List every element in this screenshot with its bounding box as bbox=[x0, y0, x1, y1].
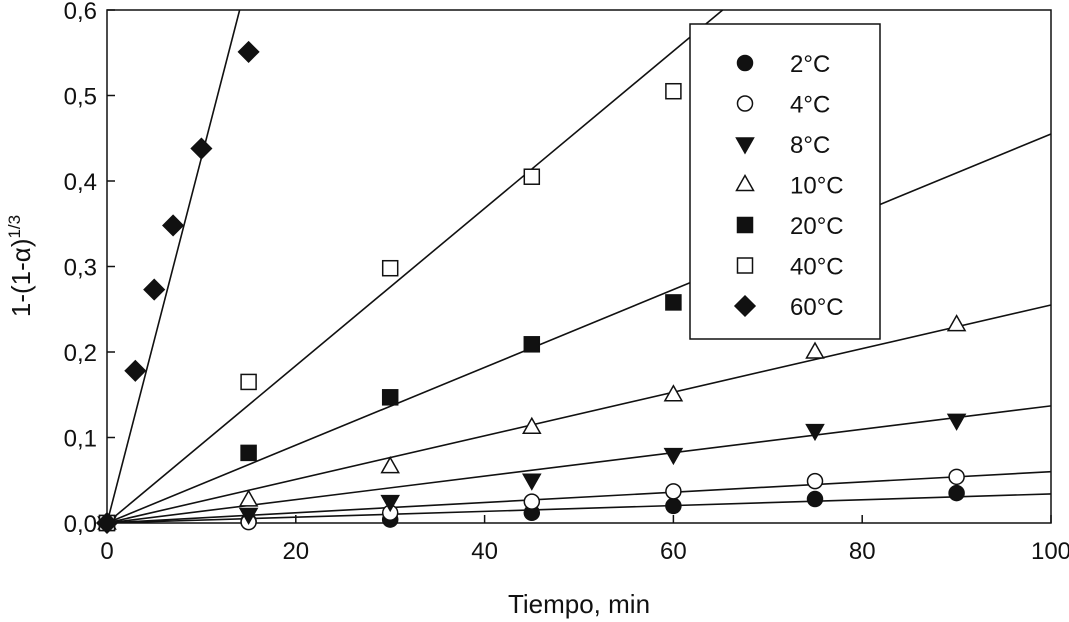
point-series-4 bbox=[665, 294, 682, 311]
point-series-3 bbox=[380, 456, 400, 474]
point-series-6 bbox=[190, 137, 213, 160]
legend-marker-4 bbox=[736, 216, 754, 234]
y-tick-label: 0,1 bbox=[64, 426, 97, 453]
point-series-3 bbox=[238, 489, 259, 507]
point-series-1 bbox=[665, 483, 682, 500]
point-series-2 bbox=[380, 494, 400, 513]
fit-line-0 bbox=[106, 493, 1052, 524]
point-series-6 bbox=[162, 214, 185, 237]
point-series-0 bbox=[806, 490, 824, 508]
y-tick-label: 0,2 bbox=[64, 340, 97, 367]
y-axis-title: 1-(1-α)1/3 bbox=[5, 215, 36, 317]
point-series-2 bbox=[522, 473, 542, 491]
point-series-6 bbox=[143, 278, 166, 301]
point-series-3 bbox=[663, 384, 684, 402]
y-tick-label: 0,3 bbox=[64, 255, 97, 282]
point-series-4 bbox=[240, 444, 257, 462]
y-axis-title-exponent: 1/3 bbox=[5, 215, 24, 239]
point-series-4 bbox=[523, 336, 541, 353]
legend-marker-1 bbox=[736, 95, 754, 112]
legend-box bbox=[689, 23, 881, 340]
y-tick-label: 0,0 bbox=[64, 511, 97, 538]
legend-label-4: 20°C bbox=[790, 213, 844, 240]
point-series-2 bbox=[238, 507, 259, 525]
point-series-0 bbox=[948, 484, 965, 502]
point-series-0 bbox=[665, 497, 682, 515]
point-series-6 bbox=[237, 40, 260, 63]
point-series-6 bbox=[124, 359, 147, 382]
legend-marker-0 bbox=[736, 54, 754, 72]
y-tick-label: 0,6 bbox=[64, 0, 97, 25]
fit-line-6 bbox=[106, 9, 241, 524]
fit-lines bbox=[106, 9, 1052, 524]
x-tick-label: 0 bbox=[100, 538, 113, 565]
legend-items: 2°C 4°C 8°C 10°C 20°C 40°C 60°C bbox=[733, 51, 844, 321]
point-series-4 bbox=[381, 389, 399, 406]
x-tick-label: 100 bbox=[1031, 538, 1069, 565]
y-tick-label: 0,4 bbox=[64, 169, 97, 196]
legend-marker-5 bbox=[736, 257, 754, 274]
fit-line-5 bbox=[106, 9, 724, 524]
axis-ticks: 0 20 40 60 80 100 0,0 0,1 0,2 0,3 0,4 0,5 0,6 bbox=[64, 0, 1069, 565]
point-series-5 bbox=[523, 168, 541, 185]
fit-line-1 bbox=[106, 470, 1052, 524]
y-axis-title-main: 1-(1-α) bbox=[6, 239, 36, 318]
x-tick-label: 80 bbox=[849, 538, 876, 565]
point-series-5 bbox=[240, 373, 257, 391]
legend-label-1: 4°C bbox=[790, 92, 830, 119]
x-tick-label: 40 bbox=[471, 538, 498, 565]
fit-line-2 bbox=[106, 405, 1052, 524]
point-series-3 bbox=[522, 416, 542, 434]
x-tick-label: 20 bbox=[282, 538, 309, 565]
legend-marker-3 bbox=[735, 173, 755, 192]
point-series-2 bbox=[946, 413, 967, 431]
legend-marker-2 bbox=[735, 137, 755, 155]
y-tick-label: 0,5 bbox=[64, 84, 97, 111]
fit-line-4 bbox=[106, 133, 1052, 524]
legend-label-0: 2°C bbox=[790, 51, 830, 78]
point-series-6 bbox=[95, 511, 119, 535]
point-series-5 bbox=[665, 82, 682, 100]
x-tick-label: 60 bbox=[660, 538, 687, 565]
legend-label-3: 10°C bbox=[790, 173, 844, 200]
legend-label-2: 8°C bbox=[790, 132, 830, 159]
point-series-1 bbox=[806, 472, 824, 490]
fit-line-3 bbox=[106, 304, 1052, 524]
point-series-3 bbox=[805, 341, 825, 359]
point-series-5 bbox=[381, 259, 399, 277]
legend-marker-6 bbox=[733, 294, 757, 318]
legend-label-5: 40°C bbox=[790, 254, 844, 281]
legend: 2°C 4°C 8°C 10°C 20°C 40°C 60°C bbox=[689, 23, 881, 340]
x-axis-title: Tiempo, min bbox=[508, 589, 650, 619]
point-series-2 bbox=[805, 423, 825, 442]
legend-label-6: 60°C bbox=[790, 294, 844, 321]
point-series-3 bbox=[946, 314, 967, 332]
point-series-2 bbox=[663, 447, 684, 466]
point-series-1 bbox=[948, 468, 965, 486]
point-series-1 bbox=[523, 493, 541, 510]
data-markers bbox=[95, 40, 967, 535]
